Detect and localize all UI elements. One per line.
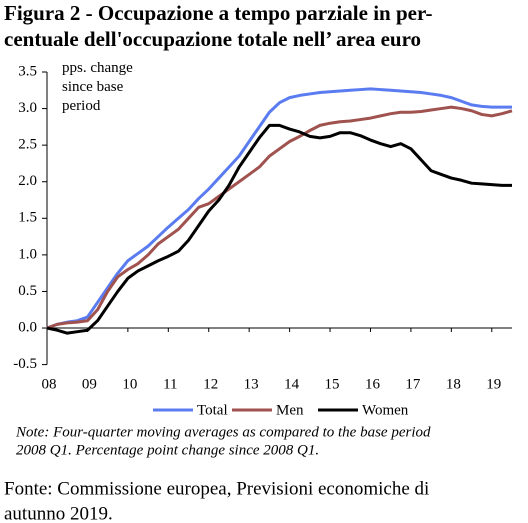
note-line: 2008 Q1. Percentage point change since 2… xyxy=(16,442,319,458)
y-tick-label: 3.5 xyxy=(18,63,37,79)
y-tick-label: 1.5 xyxy=(18,210,37,226)
note-line: Note: Four-quarter moving averages as co… xyxy=(15,424,431,440)
y-tick-label: 0.0 xyxy=(18,319,37,335)
y-tick-label: 0.5 xyxy=(18,283,37,299)
x-tick-label: 19 xyxy=(486,376,501,392)
title-line: centuale dell'occupazione totale nell’ a… xyxy=(4,27,421,51)
y-tick-label: 3.0 xyxy=(18,100,37,116)
x-tick-label: 09 xyxy=(82,376,97,392)
x-tick-label: 15 xyxy=(325,376,340,392)
line-series xyxy=(46,123,512,335)
x-tick-label: 12 xyxy=(203,376,218,392)
line-series xyxy=(46,87,512,330)
annotation: pps. change since base period xyxy=(62,60,133,114)
x-tick-label: 18 xyxy=(446,376,461,392)
y-tick-label: 2.0 xyxy=(18,173,37,189)
x-tick-label: 11 xyxy=(163,376,177,392)
legend-label: Women xyxy=(362,402,409,418)
y-tick-label: 2.5 xyxy=(18,137,37,153)
x-tick-label: 16 xyxy=(365,376,381,392)
legend-label: Men xyxy=(276,402,304,418)
x-tick-label: 13 xyxy=(244,376,259,392)
x-tick-label: 14 xyxy=(284,376,300,392)
x-tick-label: 08 xyxy=(42,376,57,392)
legend-label: Total xyxy=(197,402,228,418)
x-tick-label: 17 xyxy=(405,376,421,392)
y-tick-label: 1.0 xyxy=(18,246,37,262)
source-line: autunno 2019. xyxy=(4,503,113,523)
line-series xyxy=(46,105,513,330)
y-tick-label: -0.5 xyxy=(13,356,37,372)
source-line: Fonte: Commissione europea, Previsioni e… xyxy=(4,478,429,499)
x-tick-label: 10 xyxy=(122,376,137,392)
title-line: Figura 2 - Occupazione a tempo parziale … xyxy=(4,1,433,25)
